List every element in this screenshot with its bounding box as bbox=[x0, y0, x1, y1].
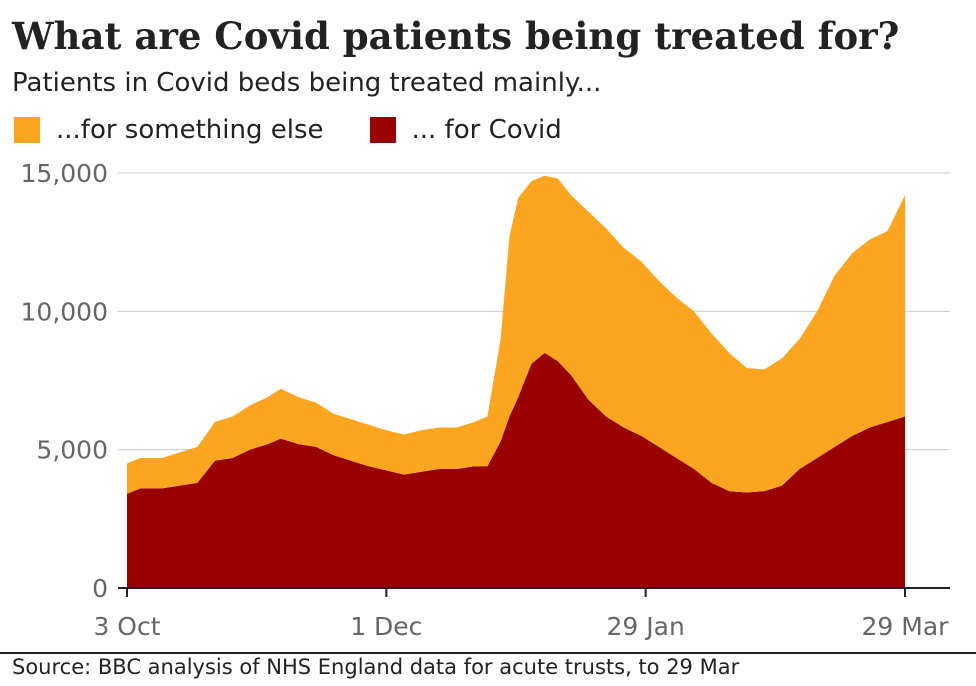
x-tick-label: 1 Dec bbox=[350, 612, 422, 641]
chart-title: What are Covid patients being treated fo… bbox=[12, 14, 900, 58]
area-chart: 0 5,000 10,000 15,000 3 Oct 1 Dec 29 Jan 29 Mar bbox=[21, 159, 950, 641]
chart-subtitle: Patients in Covid beds being treated mai… bbox=[12, 68, 602, 98]
x-tick-label: 3 Oct bbox=[93, 612, 160, 641]
legend-label-covid: ... for Covid bbox=[411, 115, 562, 145]
legend-swatch-covid bbox=[369, 117, 396, 143]
area-series-0 bbox=[127, 352, 905, 588]
legend-swatch-something-else bbox=[14, 117, 40, 143]
legend-item-something-else: ...for something else bbox=[14, 115, 324, 145]
source-divider bbox=[0, 652, 976, 654]
y-tick-label: 0 bbox=[92, 574, 108, 603]
y-tick-label: 5,000 bbox=[36, 436, 108, 465]
y-tick-label: 15,000 bbox=[21, 159, 108, 188]
legend: ...for something else ... for Covid bbox=[14, 115, 608, 145]
x-tick-label: 29 Jan bbox=[607, 612, 685, 641]
area-series-1 bbox=[127, 175, 905, 494]
y-tick-label: 10,000 bbox=[21, 297, 108, 326]
legend-label-something-else: ...for something else bbox=[56, 115, 324, 145]
x-tick-label: 29 Mar bbox=[862, 612, 950, 641]
source-note: Source: BBC analysis of NHS England data… bbox=[12, 655, 740, 679]
legend-item-covid: ... for Covid bbox=[369, 115, 562, 145]
